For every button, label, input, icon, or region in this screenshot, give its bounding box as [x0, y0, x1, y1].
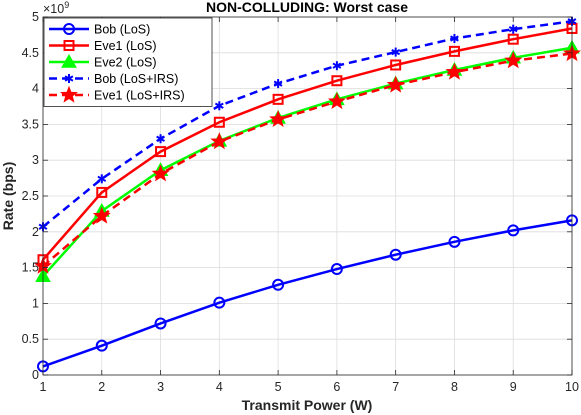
data-point-star: [210, 132, 229, 150]
asterisk-stroke: [450, 35, 459, 42]
x-tick-label: 2: [98, 380, 105, 394]
data-point-circle: [330, 263, 343, 276]
asterisk-stroke: [332, 62, 342, 69]
data-point-star: [269, 109, 288, 127]
legend-label: Bob (LoS): [94, 23, 150, 37]
data-point-asterisk: [332, 61, 342, 71]
series-line: [42, 46, 573, 278]
data-point-circle: [272, 278, 285, 291]
legend-label: Eve1 (LoS): [94, 39, 157, 53]
data-point-circle: [389, 248, 402, 261]
data-point-asterisk: [97, 174, 107, 184]
asterisk-stroke: [156, 135, 165, 142]
data-point-star: [151, 164, 170, 182]
y-exponent: ×109: [43, 0, 69, 16]
data-point-asterisk: [273, 79, 283, 89]
series-1: [37, 22, 578, 266]
y-tick-label: 4.5: [22, 46, 39, 60]
data-point-star: [386, 75, 405, 93]
y-exponent-power: 9: [64, 0, 69, 10]
legend-item: Eve1 (LoS+IRS): [49, 85, 185, 103]
x-tick-label: 1: [40, 380, 47, 394]
asterisk-stroke: [64, 75, 74, 82]
data-point-square: [507, 33, 519, 45]
data-point-circle: [213, 296, 226, 309]
data-point-square: [213, 116, 225, 128]
legend-item: Eve1 (LoS): [49, 39, 157, 53]
asterisk-stroke: [97, 175, 107, 182]
x-tick-label: 9: [510, 380, 517, 394]
asterisk-stroke: [391, 48, 401, 56]
data-point-square: [96, 186, 108, 198]
data-point-circle: [95, 339, 108, 352]
legend-item: Bob (LoS+IRS): [49, 72, 178, 86]
data-point-asterisk: [156, 134, 165, 144]
data-point-asterisk: [214, 101, 224, 111]
series-line: [42, 20, 573, 228]
data-point-circle: [448, 235, 461, 248]
data-point-asterisk: [64, 74, 74, 83]
data-point-star: [327, 92, 346, 110]
y-tick-label: 0: [32, 368, 39, 382]
data-point-star: [445, 62, 464, 80]
y-tick-label: 5: [32, 10, 39, 24]
series-line: [42, 27, 573, 261]
y-tick-label: 0.5: [22, 332, 39, 346]
data-point-circle: [154, 317, 167, 330]
legend-item: Bob (LoS): [49, 23, 150, 37]
y-tick-label: 1: [32, 296, 39, 310]
x-tick-label: 7: [392, 380, 399, 394]
series-line: [42, 219, 573, 368]
y-axis-label: Rate (bps): [0, 162, 16, 230]
legend-label: Eve2 (LoS): [94, 56, 157, 70]
legend-item: Eve2 (LoS): [49, 53, 157, 70]
axis-ticks: 1 2 3 4 5 6 7 8 9 10 0 0.5 1 1.5 2 2.5 3 3.5 4 4.5 5: [22, 10, 579, 394]
legend: Bob (LoS) Eve1 (LoS) Eve2 (LoS) Bob (LoS+IR…: [43, 17, 213, 107]
data-point-circle: [507, 224, 520, 237]
y-tick-label: 4: [32, 82, 39, 96]
data-point-star: [92, 206, 111, 224]
y-tick-label: 3: [32, 153, 39, 167]
legend-label: Bob (LoS+IRS): [94, 72, 178, 86]
data-point-square: [272, 93, 284, 105]
y-tick-label: 2: [32, 225, 39, 239]
data-point-square: [63, 40, 75, 51]
asterisk-stroke: [508, 26, 518, 33]
x-tick-label: 10: [565, 380, 579, 394]
x-tick-label: 5: [275, 380, 282, 394]
asterisk-stroke: [273, 80, 283, 87]
data-point-square: [155, 146, 167, 158]
x-axis-label: Transmit Power (W): [242, 397, 373, 413]
x-tick-label: 6: [333, 380, 340, 394]
chart-title: NON-COLLUDING: Worst case: [206, 0, 408, 15]
data-point-circle: [63, 23, 75, 35]
data-point-asterisk: [450, 33, 459, 43]
data-point-triangle: [61, 53, 77, 68]
asterisk-stroke: [214, 102, 224, 109]
data-point-star: [504, 51, 523, 69]
data-point-star: [60, 85, 78, 103]
x-tick-label: 3: [157, 380, 164, 394]
x-tick-label: 4: [216, 380, 223, 394]
y-exponent-base: ×10: [43, 2, 64, 16]
y-tick-label: 1.5: [22, 261, 39, 275]
data-point-square: [390, 59, 402, 71]
data-point-square: [331, 75, 343, 87]
data-point-asterisk: [508, 24, 518, 34]
y-tick-label: 3.5: [22, 117, 39, 131]
x-tick-label: 8: [451, 380, 458, 394]
legend-label: Eve1 (LoS+IRS): [94, 89, 185, 103]
data-point-asterisk: [391, 47, 401, 57]
y-tick-label: 2.5: [22, 189, 39, 203]
data-point-square: [448, 45, 460, 57]
